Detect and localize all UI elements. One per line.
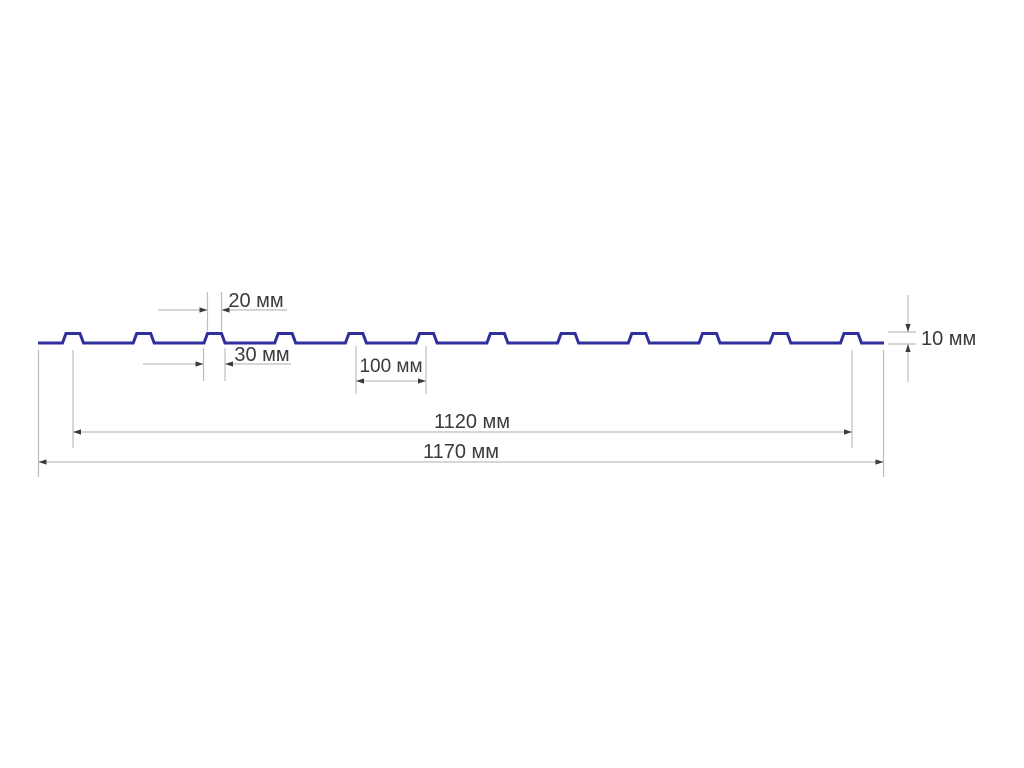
arrow-100-left xyxy=(356,378,364,384)
arrow-1170-left xyxy=(38,459,47,465)
dim-label-rib-base-width: 30 мм xyxy=(234,344,289,366)
dim-label-rib-pitch: 100 мм xyxy=(359,356,422,377)
arrow-20-left xyxy=(199,307,208,313)
sheet-profile-path xyxy=(38,332,884,345)
arrow-20-right xyxy=(221,307,230,313)
dim-label-working-width: 1120 мм xyxy=(434,411,510,433)
sheet-profile-group xyxy=(38,332,884,345)
dim-label-overall-width: 1170 мм xyxy=(423,441,499,463)
arrow-30-right xyxy=(225,361,233,367)
dim-label-rib-top-width: 20 мм xyxy=(228,290,283,312)
dimension-lines-group xyxy=(37,292,916,477)
arrow-1120-right xyxy=(844,429,852,435)
arrow-10-up xyxy=(905,344,911,352)
arrow-1120-left xyxy=(73,429,81,435)
arrow-30-left xyxy=(195,361,204,367)
dim-label-profile-height: 10 мм xyxy=(921,328,976,350)
arrow-1170-right xyxy=(875,459,884,465)
arrow-10-down xyxy=(905,324,911,332)
arrow-100-right xyxy=(418,378,426,384)
